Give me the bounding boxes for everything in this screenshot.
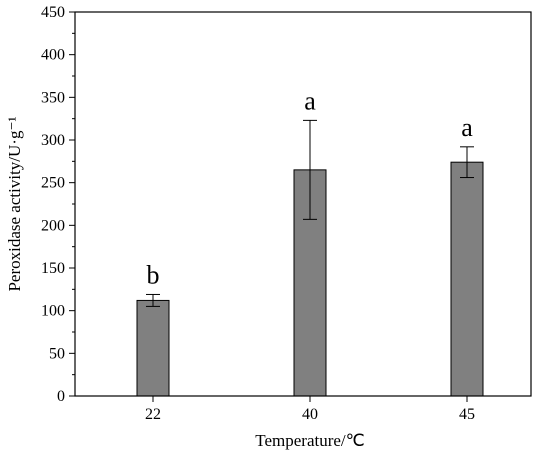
x-axis-title: Temperature/℃ [255, 431, 364, 450]
y-tick-label: 0 [57, 388, 65, 405]
y-tick-label: 400 [41, 47, 65, 64]
y-axis-ticks: 0 50 100 150 200 250 300 350 400 450 [41, 4, 75, 405]
y-tick-label: 450 [41, 4, 65, 21]
bars [136, 161, 484, 397]
y-tick-label: 350 [41, 89, 65, 106]
x-tick-label: 40 [302, 406, 318, 423]
y-tick-label: 100 [41, 303, 65, 320]
bar [450, 161, 484, 397]
y-tick-label: 150 [41, 260, 65, 277]
y-tick-label: 250 [41, 175, 65, 192]
significance-label: a [304, 86, 316, 115]
significance-label: a [461, 113, 473, 142]
significance-labels: b a a [147, 86, 474, 289]
x-axis-ticks: 22 40 45 [145, 396, 475, 423]
plot-frame [74, 11, 532, 397]
y-tick-label: 200 [41, 217, 65, 234]
x-tick-label: 45 [459, 406, 475, 423]
x-tick-label: 22 [145, 406, 161, 423]
y-axis-title: Peroxidase activity/U·g⁻¹ [5, 116, 24, 291]
error-bars [146, 119, 474, 307]
y-tick-label: 50 [49, 345, 65, 362]
y-tick-label: 300 [41, 132, 65, 149]
significance-label: b [147, 260, 160, 289]
bar [136, 299, 170, 397]
